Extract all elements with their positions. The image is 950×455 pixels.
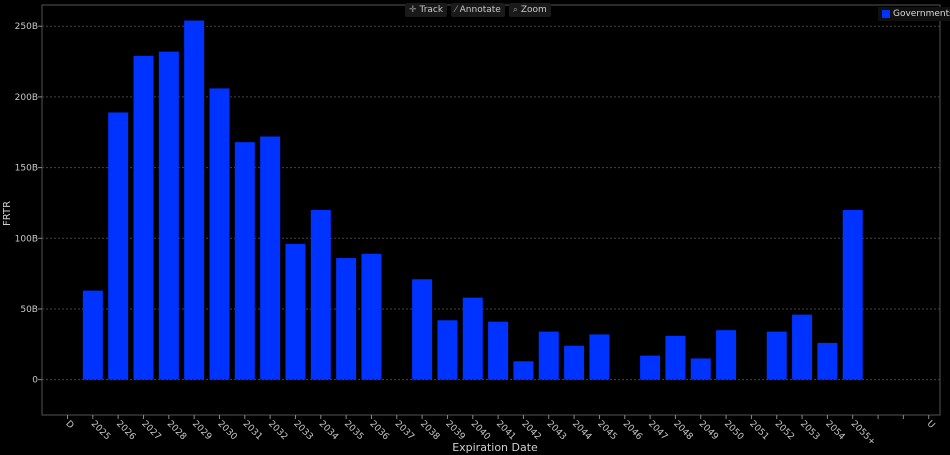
track-label: Track (419, 5, 444, 15)
legend-swatch (882, 10, 890, 18)
legend-label: Governments (893, 9, 950, 19)
bar[interactable] (792, 314, 813, 380)
track-button[interactable]: ✛ Track (405, 3, 448, 17)
bar[interactable] (108, 112, 129, 380)
x-tick-label: 2049 (697, 419, 720, 442)
x-tick-label: 2030 (215, 419, 238, 442)
crosshair-icon: ✛ (409, 5, 417, 15)
x-tick-label: 2037 (393, 419, 416, 442)
bar[interactable] (437, 320, 458, 380)
bar[interactable] (589, 334, 610, 380)
bar[interactable] (260, 136, 281, 380)
x-tick-label: 2036 (367, 419, 390, 442)
y-tick-label: 250B (15, 22, 38, 32)
pencil-icon: ⁄ (455, 5, 457, 15)
x-tick-label: 2042 (519, 419, 542, 442)
magnifier-icon: ⌕ (512, 5, 518, 15)
bar[interactable] (412, 279, 433, 380)
bar[interactable] (665, 335, 686, 380)
y-axis-label: FRTR (2, 200, 14, 227)
x-tick-label: 2031 (241, 419, 264, 442)
bar[interactable] (690, 358, 711, 380)
y-axis: 0 50B 100B 150B 200B 250B (15, 22, 42, 386)
bar[interactable] (285, 243, 306, 380)
bar[interactable] (488, 321, 509, 380)
bar[interactable] (336, 258, 357, 380)
legend[interactable]: Governments (878, 7, 950, 21)
bar[interactable] (716, 330, 737, 380)
bar[interactable] (82, 290, 103, 380)
x-tick-label: 2054 (823, 419, 846, 442)
x-tick-label: 2028 (165, 419, 188, 442)
y-tick-label: 100B (15, 234, 38, 244)
x-tick-label: 2029 (190, 419, 213, 442)
x-tick-label: 2040 (469, 419, 492, 442)
x-tick-label: 2046 (621, 419, 644, 442)
annotate-button[interactable]: ⁄ Annotate (451, 3, 505, 17)
bar[interactable] (158, 51, 179, 380)
x-tick-label: 2050 (722, 419, 745, 442)
x-tick-label: 2043 (545, 419, 568, 442)
bar[interactable] (184, 20, 205, 380)
x-tick-label: 2045 (595, 419, 618, 442)
bar[interactable] (310, 210, 331, 380)
bar[interactable] (817, 342, 838, 380)
x-tick-label: 2051 (747, 419, 770, 442)
x-tick-label: 2032 (266, 419, 289, 442)
x-tick-label: 2047 (646, 419, 669, 442)
x-tick-label: 2038 (418, 419, 441, 442)
y-tick-label: 0 (32, 376, 38, 386)
bar[interactable] (234, 142, 255, 380)
bar[interactable] (842, 210, 863, 380)
zoom-label: Zoom (520, 5, 547, 15)
annotate-label: Annotate (459, 5, 501, 15)
bar[interactable] (513, 361, 534, 380)
x-tick-label: 2039 (443, 419, 466, 442)
x-tick-label: 2053 (798, 419, 821, 442)
x-tick-label: 2027 (139, 419, 162, 442)
x-tick-label: 2034 (317, 419, 340, 442)
bar[interactable] (133, 55, 154, 380)
y-tick-label: 200B (15, 93, 38, 103)
bar[interactable] (361, 253, 382, 380)
chart-toolbar: ✛ Track ⁄ Annotate ⌕ Zoom (405, 3, 551, 17)
x-tick-label: 2035 (342, 419, 365, 442)
x-tick-label: 2026 (114, 419, 137, 442)
bar[interactable] (564, 345, 585, 380)
bar[interactable] (462, 297, 483, 380)
y-axis-label-wrap: FRTR (1, 200, 15, 230)
zoom-button[interactable]: ⌕ Zoom (508, 3, 551, 17)
x-tick-label: 2044 (570, 419, 593, 442)
x-tick-label: D (63, 419, 75, 431)
x-tick-label: 2041 (494, 419, 517, 442)
bars (82, 20, 863, 380)
x-tick-label: U (925, 419, 937, 431)
y-tick-label: 50B (20, 305, 38, 315)
x-tick-label: 2052 (773, 419, 796, 442)
bar[interactable] (209, 88, 230, 380)
x-axis-label: Expiration Date (452, 441, 538, 454)
bar[interactable] (538, 331, 559, 380)
y-tick-label: 150B (15, 164, 38, 174)
x-tick-label: 2048 (671, 419, 694, 442)
bar[interactable] (766, 331, 787, 380)
x-tick-label: 2033 (291, 419, 314, 442)
x-tick-label: 2025 (89, 419, 112, 442)
bar[interactable] (640, 355, 661, 380)
